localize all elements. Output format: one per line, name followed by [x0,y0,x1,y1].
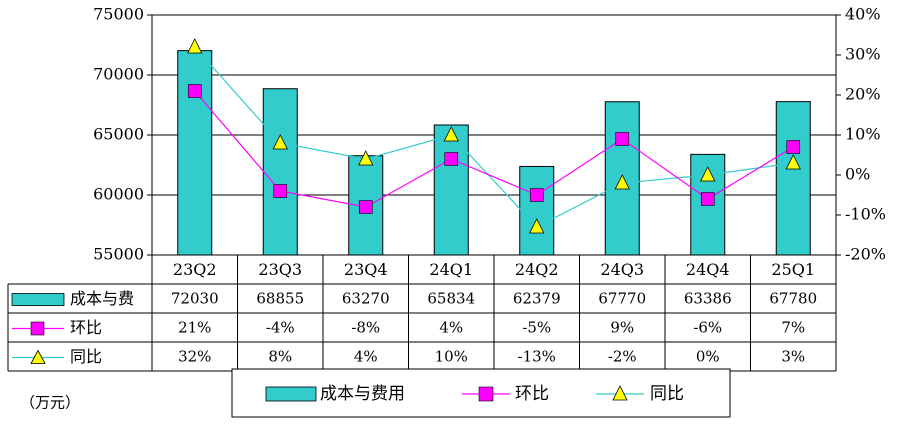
x-tick-label: 24Q1 [429,260,473,279]
table-cell: 67780 [769,290,817,308]
table-row-label: 环比 [70,318,102,337]
legend-key-marker [478,386,494,402]
point-marker [187,84,202,98]
table-cell: -5% [522,319,551,337]
y-right-tick-label: 10% [845,125,881,144]
x-tick-label: 23Q3 [258,260,302,279]
table-cell: 4% [354,348,378,366]
point-marker [529,188,544,202]
table-cell: 65834 [427,290,475,308]
point-marker [444,152,459,166]
table-cell: -2% [608,348,637,366]
data-table: 23Q2 23Q3 23Q4 24Q1 24Q2 24Q3 24Q4 25Q1 成本与费 7203… [7,254,837,372]
legend-key-marker [612,385,628,401]
table-key-marker [30,349,46,364]
table-cell: 32% [178,348,211,366]
table-cell: 7% [781,319,805,337]
y-right-tick-label: 20% [845,85,881,104]
x-tick-label: 24Q4 [686,260,730,279]
table-key-marker [30,321,45,336]
line-series-1 [187,84,801,214]
bar [262,88,298,256]
table-cell: -8% [351,319,380,337]
bar [519,165,555,256]
x-tick-label: 24Q2 [515,260,559,279]
line-series-2 [187,38,801,234]
table-cell: 10% [435,348,468,366]
series-line [194,90,794,208]
table-cell: 0% [696,348,720,366]
table-cell: 67770 [598,290,646,308]
bar-series [177,50,811,256]
point-marker [443,126,459,142]
table-cell: 4% [439,319,463,337]
x-tick-label: 24Q3 [600,260,644,279]
legend: 成本与费用 环比 同比 [231,368,731,418]
table-cell: 62379 [513,290,561,308]
y-right-tick-label: 30% [845,45,881,64]
table-cell: -13% [518,348,556,366]
legend-label: 同比 [650,384,684,404]
unit-label: （万元） [20,394,80,412]
x-tick-label: 23Q4 [344,260,388,279]
table-cell: -6% [693,319,722,337]
bar [775,101,811,256]
point-marker [615,132,630,146]
y-left-tick-label: 70000 [93,65,144,84]
table-cell: 68855 [256,290,304,308]
table-cell: 9% [610,319,634,337]
y-axis-right: -20% -10% 0% 10% 20% 30% 40% [836,5,886,264]
y-right-tick-label: -10% [845,205,886,224]
table-key-bar [11,293,65,306]
y-right-tick-label: 40% [845,5,881,24]
table-cell: 63386 [684,290,732,308]
table-row-label: 成本与费 [70,289,134,308]
y-right-tick-label: 0% [845,165,870,184]
y-left-tick-label: 55000 [93,245,144,264]
gridlines [152,14,836,196]
table-cell: -4% [266,319,295,337]
y-axis-left: 55000 60000 65000 70000 75000 [93,5,152,264]
x-tick-label: 23Q2 [173,260,217,279]
point-marker [785,154,801,170]
x-tick-label: 25Q1 [771,260,815,279]
point-marker [273,184,288,198]
y-left-tick-label: 65000 [93,125,144,144]
table-cell: 3% [781,348,805,366]
table-row-label: 同比 [70,347,102,366]
point-marker [187,38,203,54]
y-left-tick-label: 75000 [93,5,144,24]
point-marker [614,174,630,190]
table-cell: 8% [268,348,292,366]
bar [433,124,469,256]
y-right-tick-label: -20% [845,245,886,264]
table-cell: 63270 [342,290,390,308]
legend-label: 成本与费用 [320,384,405,404]
point-marker [358,150,374,166]
point-marker [700,192,715,206]
table-cell: 72030 [171,290,219,308]
point-marker [700,166,716,182]
point-marker [786,140,801,154]
point-marker [272,134,288,150]
table-cell: 21% [178,319,211,337]
legend-key-bar [265,386,317,402]
bar [177,50,213,256]
legend-label: 环比 [515,384,549,404]
y-left-tick-label: 60000 [93,185,144,204]
point-marker [529,218,545,234]
series-line [194,46,794,228]
point-marker [358,200,373,214]
